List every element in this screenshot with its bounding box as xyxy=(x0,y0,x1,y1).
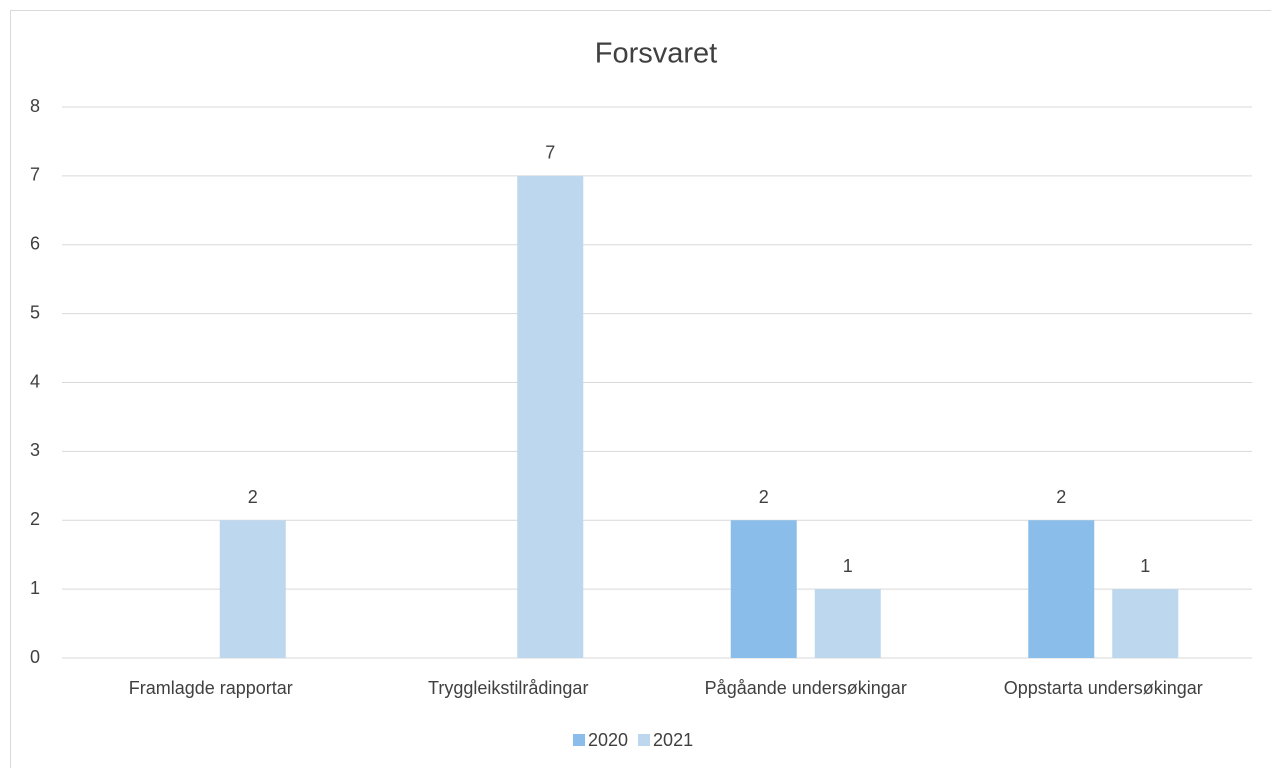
data-label: 2 xyxy=(1056,487,1066,507)
data-label: 2 xyxy=(759,487,769,507)
legend-label: 2021 xyxy=(653,730,693,750)
bar xyxy=(730,520,797,658)
y-tick-label: 4 xyxy=(30,371,40,391)
legend-label: 2020 xyxy=(588,730,628,750)
bar xyxy=(814,589,881,658)
x-tick-label: Tryggleikstilrådingar xyxy=(428,678,588,698)
chart-title: Forsvaret xyxy=(595,38,717,70)
y-tick-label: 6 xyxy=(30,234,40,254)
data-label: 2 xyxy=(248,487,258,507)
y-tick-label: 0 xyxy=(30,647,40,667)
y-tick-label: 7 xyxy=(30,165,40,185)
legend-swatch xyxy=(638,734,651,746)
x-tick-label: Pågåande undersøkingar xyxy=(705,678,907,698)
bar xyxy=(1028,520,1095,658)
y-tick-label: 5 xyxy=(30,302,40,322)
y-tick-label: 1 xyxy=(30,578,40,598)
y-tick-label: 8 xyxy=(30,96,40,116)
data-label: 1 xyxy=(843,556,853,576)
bar xyxy=(219,520,286,658)
y-tick-label: 2 xyxy=(30,509,40,529)
bar xyxy=(1112,589,1179,658)
y-tick-label: 3 xyxy=(30,440,40,460)
x-tick-label: Oppstarta undersøkingar xyxy=(1004,678,1203,698)
bar xyxy=(517,175,584,658)
data-label: 1 xyxy=(1140,556,1150,576)
data-label: 7 xyxy=(545,143,555,163)
legend-swatch xyxy=(573,734,585,746)
x-tick-label: Framlagde rapportar xyxy=(129,678,293,698)
